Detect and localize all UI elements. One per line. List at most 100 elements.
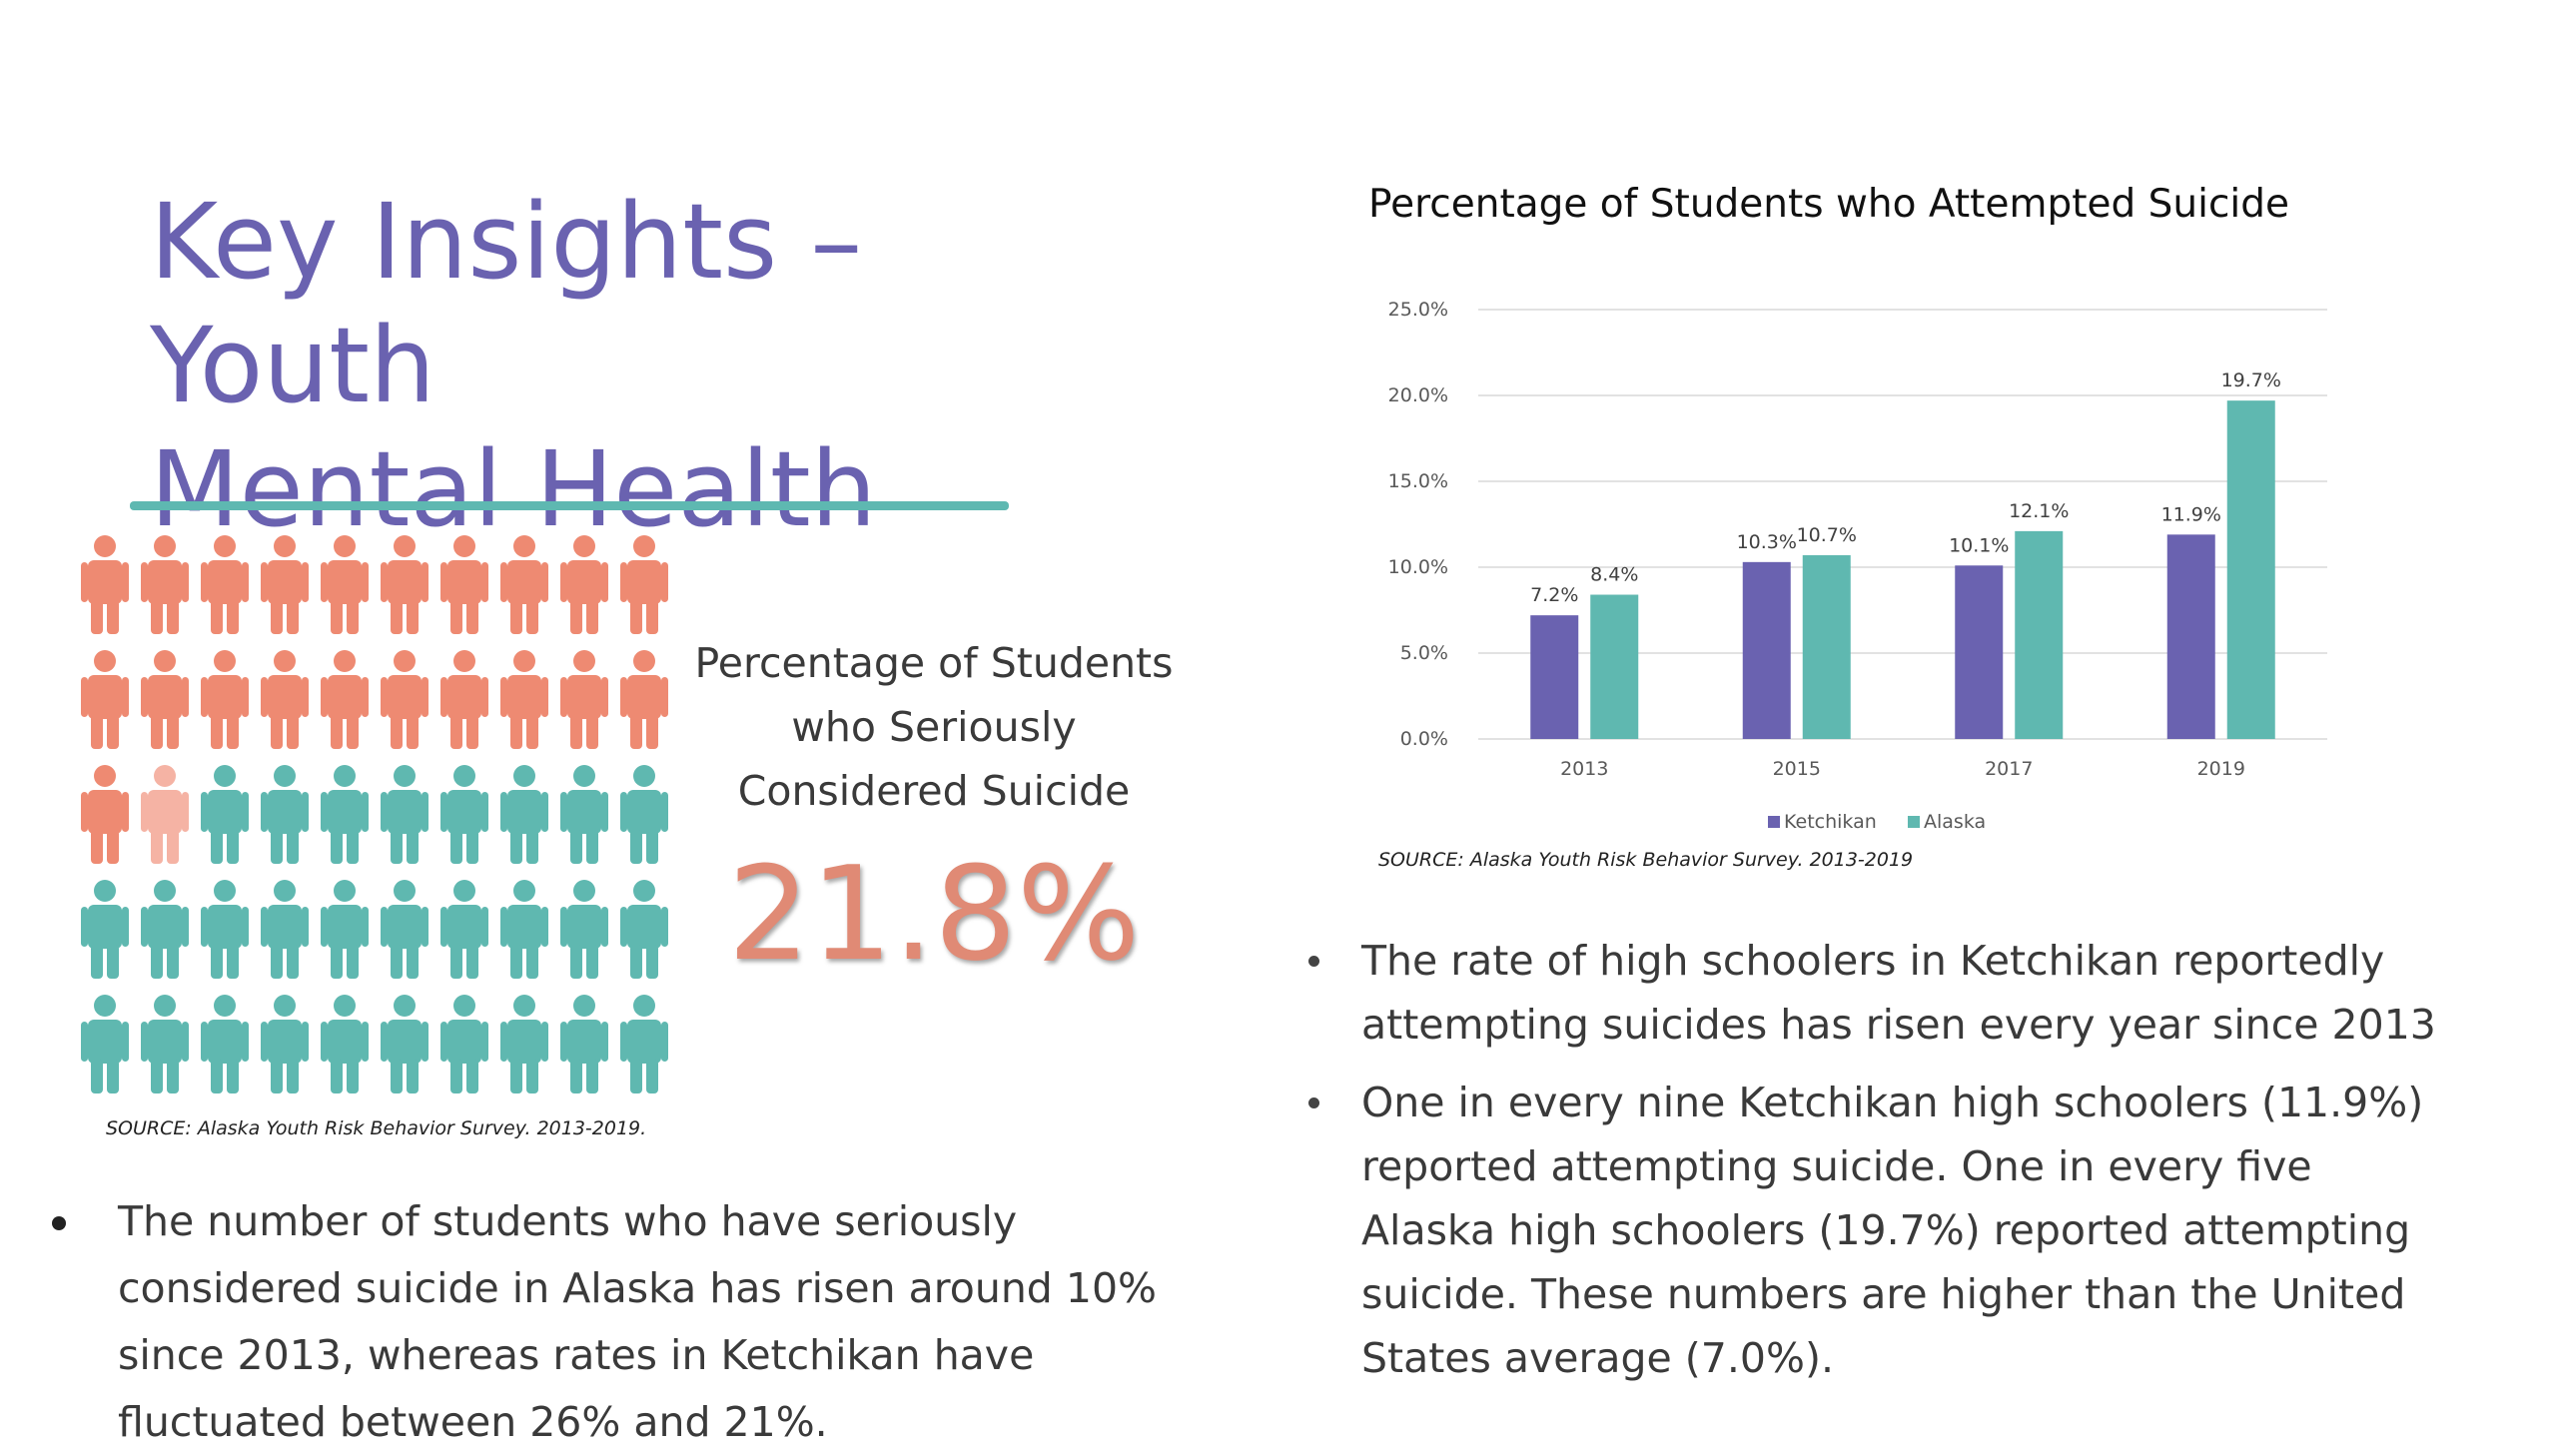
person-icon [81, 765, 129, 864]
person-icon [141, 995, 189, 1093]
person-icon [201, 535, 249, 634]
person-icon [440, 535, 488, 634]
person-icon [141, 880, 189, 979]
legend-swatch [1908, 816, 1920, 828]
person-icon [261, 995, 309, 1093]
list-item: The number of students who have seriousl… [40, 1188, 1179, 1456]
person-icon [321, 880, 369, 979]
person-icon [620, 535, 668, 634]
bar-ketchikan-2015 [1742, 561, 1791, 739]
person-icon [81, 535, 129, 634]
person-icon [321, 995, 369, 1093]
person-icon [620, 765, 668, 864]
person-icon [500, 535, 548, 634]
legend-label: Ketchikan [1784, 811, 1877, 833]
bullet-text: The rate of high schoolers in Ketchikan … [1361, 937, 2436, 1049]
bar-alaska-2019 [2226, 400, 2275, 739]
person-icon [261, 535, 309, 634]
stat-value: 21.8% [727, 838, 1141, 990]
person-icon [440, 650, 488, 749]
bullet-dot-icon [1308, 956, 1319, 967]
person-icon [500, 765, 548, 864]
bar-ketchikan-2017 [1955, 565, 2004, 739]
person-icon [141, 765, 189, 864]
person-icon [261, 880, 309, 979]
data-label: 12.1% [2009, 500, 2069, 522]
data-label: 11.9% [2161, 503, 2221, 525]
person-icon [560, 880, 608, 979]
person-icon [381, 650, 428, 749]
y-tick-label: 15.0% [1388, 470, 1448, 492]
data-label: 10.3% [1737, 531, 1797, 553]
person-icon [201, 650, 249, 749]
person-icon [440, 995, 488, 1093]
person-icon [381, 995, 428, 1093]
bullet-text: The number of students who have seriousl… [118, 1197, 1157, 1446]
y-tick-label: 10.0% [1388, 556, 1448, 578]
person-icon [560, 650, 608, 749]
person-icon [201, 995, 249, 1093]
bar-chart: 0.0% 5.0% 10.0% 15.0% 20.0% 25.0% 7.2% 8.4% 2013… [1388, 299, 2327, 833]
y-tick-label: 0.0% [1400, 728, 1448, 750]
person-icon [500, 880, 548, 979]
bar-alaska-2015 [1802, 554, 1851, 739]
data-label: 7.2% [1530, 584, 1578, 606]
stat-label: Percentage of Students who Seriously Con… [689, 631, 1179, 823]
bullet-dot-icon [52, 1216, 66, 1230]
person-icon [440, 880, 488, 979]
bar-ketchikan-2019 [2166, 534, 2215, 739]
bar-ketchikan-2013 [1530, 615, 1579, 739]
data-label: 8.4% [1590, 564, 1638, 586]
y-tick-label: 20.0% [1388, 384, 1448, 406]
person-icon [500, 995, 548, 1093]
data-label: 19.7% [2221, 369, 2281, 391]
person-icon [440, 765, 488, 864]
person-icon [81, 880, 129, 979]
data-label: 10.1% [1949, 534, 2009, 556]
person-icon [620, 880, 668, 979]
person-icon [141, 535, 189, 634]
stat-label-line-1: Percentage of Students [694, 639, 1174, 687]
title-divider [130, 501, 1009, 510]
person-icon [81, 650, 129, 749]
legend-label: Alaska [1924, 811, 1986, 833]
person-icon [321, 765, 369, 864]
chart-source: SOURCE: Alaska Youth Risk Behavior Surve… [1378, 849, 1914, 871]
person-icon [500, 650, 548, 749]
stat-label-line-3: Considered Suicide [737, 767, 1131, 815]
x-tick-label: 2013 [1560, 758, 1608, 780]
person-icon [560, 765, 608, 864]
person-icon [620, 995, 668, 1093]
left-bullet-list: The number of students who have seriousl… [40, 1188, 1179, 1456]
person-icon [321, 535, 369, 634]
people-icon-grid [81, 535, 668, 1093]
infographic-source: SOURCE: Alaska Youth Risk Behavior Surve… [106, 1117, 647, 1139]
bar-alaska-2013 [1590, 594, 1639, 739]
person-icon [560, 995, 608, 1093]
person-icon [321, 650, 369, 749]
person-icon [381, 535, 428, 634]
right-bullet-list: The rate of high schoolers in Ketchikan … [1278, 929, 2457, 1404]
stat-label-line-2: who Seriously [791, 703, 1077, 751]
person-icon [381, 880, 428, 979]
y-tick-label: 5.0% [1400, 642, 1448, 664]
person-icon [141, 650, 189, 749]
bullet-dot-icon [1308, 1097, 1319, 1108]
x-tick-label: 2015 [1773, 758, 1821, 780]
person-icon [201, 880, 249, 979]
list-item: One in every nine Ketchikan high schoole… [1278, 1071, 2457, 1390]
x-tick-label: 2017 [1985, 758, 2033, 780]
list-item: The rate of high schoolers in Ketchikan … [1278, 929, 2457, 1057]
slide-title-line-1: Key Insights – Youth [150, 181, 863, 426]
person-icon [261, 765, 309, 864]
person-icon [620, 650, 668, 749]
bar-alaska-2017 [2015, 530, 2064, 739]
person-icon [201, 765, 249, 864]
bullet-text: One in every nine Ketchikan high schoole… [1361, 1079, 2424, 1382]
person-icon [81, 995, 129, 1093]
y-tick-label: 25.0% [1388, 299, 1448, 321]
chart-title: Percentage of Students who Attempted Sui… [1368, 182, 2289, 227]
legend-swatch [1768, 816, 1780, 828]
person-icon [381, 765, 428, 864]
